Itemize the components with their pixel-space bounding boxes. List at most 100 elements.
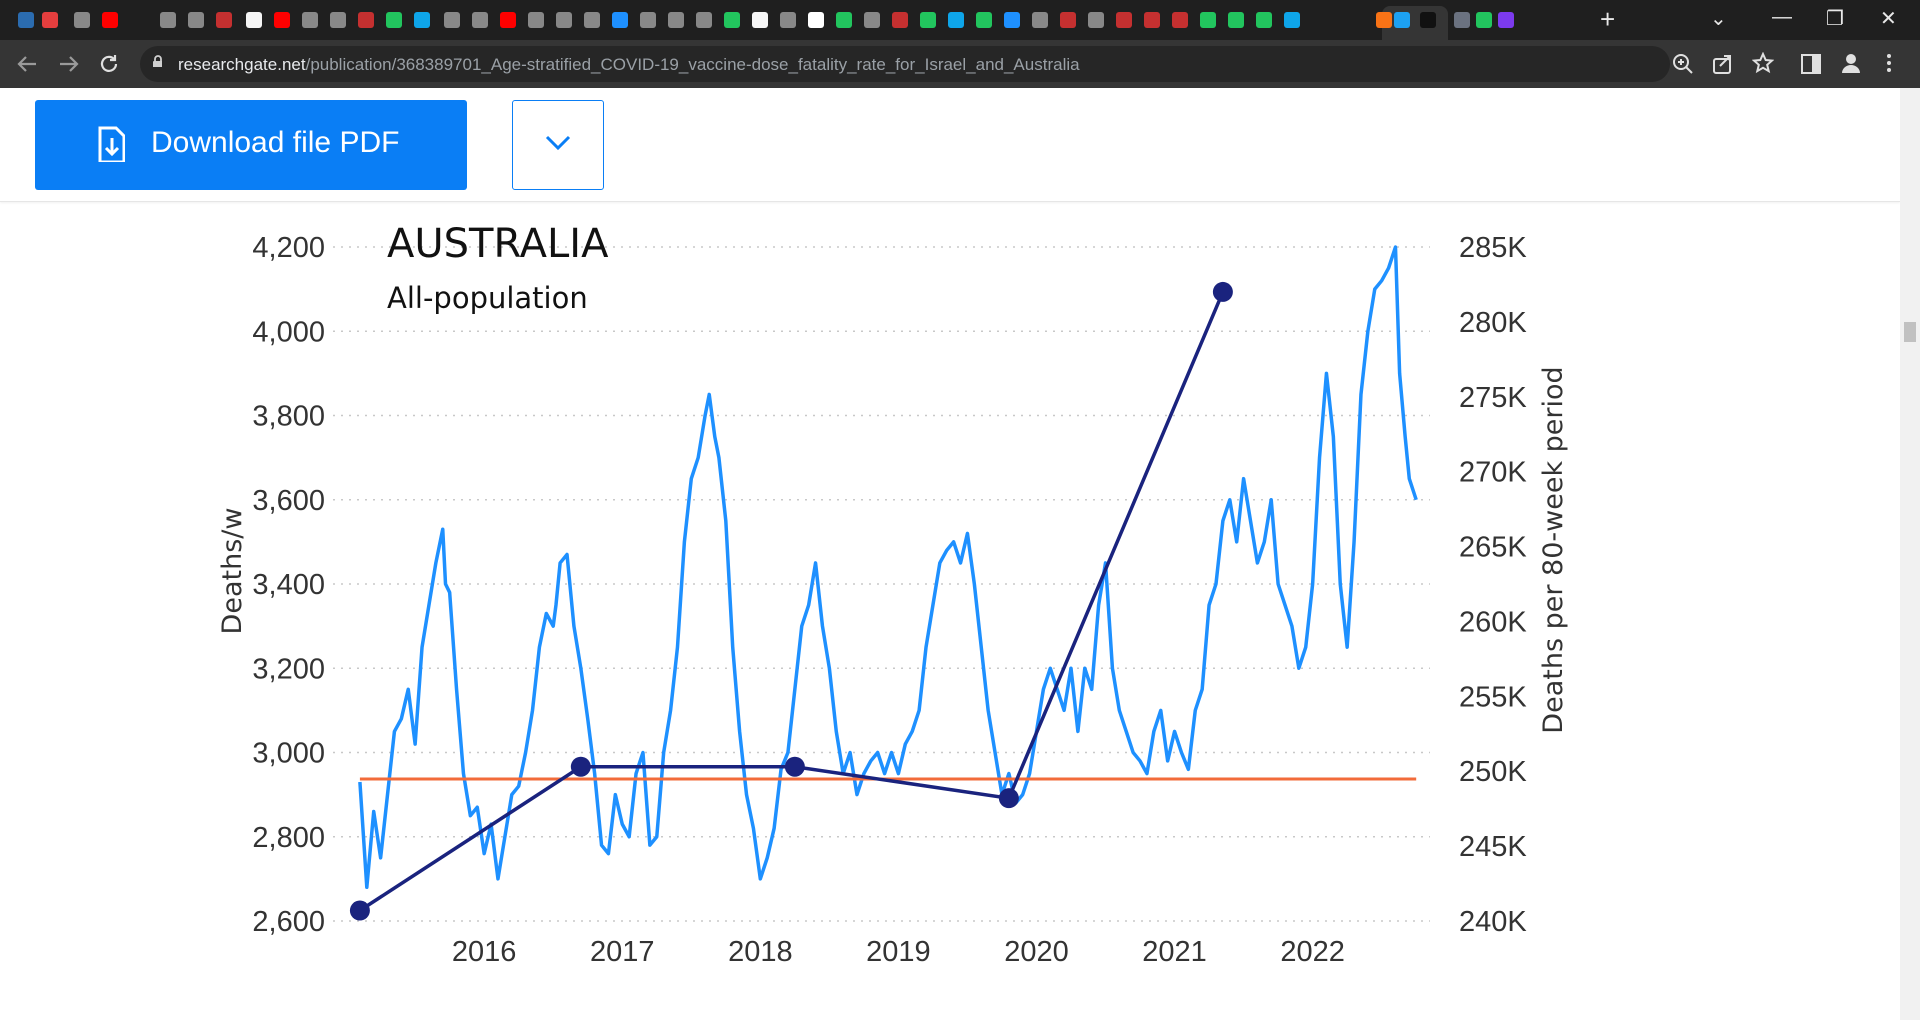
tab-favicon-icon bbox=[1172, 12, 1188, 28]
browser-tab[interactable] bbox=[1142, 10, 1162, 30]
reload-icon[interactable] bbox=[98, 53, 120, 75]
browser-tab[interactable] bbox=[1496, 10, 1516, 30]
restore-icon[interactable]: ❐ bbox=[1826, 8, 1844, 30]
browser-tab[interactable] bbox=[526, 10, 546, 30]
tab-favicon-icon bbox=[444, 12, 460, 28]
browser-tab[interactable] bbox=[1374, 10, 1394, 30]
browser-tab[interactable] bbox=[384, 10, 404, 30]
browser-tab[interactable] bbox=[890, 10, 910, 30]
star-icon[interactable] bbox=[1752, 52, 1774, 74]
chart-subtitle: All-population bbox=[387, 281, 588, 315]
scrollbar-thumb[interactable] bbox=[1904, 322, 1916, 342]
browser-tab[interactable] bbox=[300, 10, 320, 30]
browser-tab[interactable] bbox=[1418, 10, 1438, 30]
browser-tab[interactable] bbox=[186, 10, 206, 30]
tab-favicon-icon bbox=[948, 12, 964, 28]
browser-tab[interactable] bbox=[946, 10, 966, 30]
browser-tab[interactable] bbox=[272, 10, 292, 30]
browser-tab[interactable] bbox=[1254, 10, 1274, 30]
browser-tab[interactable] bbox=[554, 10, 574, 30]
browser-tab[interactable] bbox=[722, 10, 742, 30]
download-pdf-button[interactable]: Download file PDF bbox=[35, 100, 467, 190]
tab-favicon-icon bbox=[1376, 12, 1392, 28]
browser-tab[interactable] bbox=[1030, 10, 1050, 30]
browser-tab[interactable] bbox=[328, 10, 348, 30]
browser-tab[interactable] bbox=[1226, 10, 1246, 30]
tab-favicon-icon bbox=[216, 12, 232, 28]
browser-tab[interactable] bbox=[750, 10, 770, 30]
browser-tab[interactable] bbox=[100, 10, 120, 30]
tab-favicon-icon bbox=[386, 12, 402, 28]
zoom-icon[interactable] bbox=[1672, 53, 1694, 75]
browser-tab[interactable] bbox=[666, 10, 686, 30]
browser-tab[interactable] bbox=[974, 10, 994, 30]
tab-favicon-icon bbox=[584, 12, 600, 28]
browser-tab[interactable] bbox=[582, 10, 602, 30]
tab-favicon-icon bbox=[1004, 12, 1020, 28]
browser-tab[interactable] bbox=[470, 10, 490, 30]
browser-tab[interactable] bbox=[1392, 10, 1412, 30]
browser-tab[interactable] bbox=[1086, 10, 1106, 30]
lock-icon[interactable] bbox=[152, 55, 162, 67]
browser-tab[interactable] bbox=[1058, 10, 1078, 30]
tab-favicon-icon bbox=[500, 12, 516, 28]
new-tab-button[interactable]: + bbox=[1600, 4, 1616, 34]
browser-tab[interactable] bbox=[498, 10, 518, 30]
browser-tab[interactable] bbox=[412, 10, 432, 30]
menu-icon[interactable] bbox=[1884, 52, 1894, 74]
tab-search-icon[interactable]: ⌄ bbox=[1710, 8, 1727, 30]
sidebar-icon[interactable] bbox=[1800, 53, 1822, 75]
minimize-icon[interactable]: — bbox=[1772, 6, 1792, 28]
url-text[interactable]: researchgate.net/publication/368389701_A… bbox=[178, 55, 1080, 75]
browser-tab[interactable] bbox=[158, 10, 178, 30]
more-options-button[interactable] bbox=[512, 100, 604, 190]
window-close-icon[interactable]: ✕ bbox=[1880, 8, 1897, 30]
browser-tab[interactable] bbox=[1282, 10, 1302, 30]
browser-tab[interactable] bbox=[1474, 10, 1494, 30]
tab-favicon-icon bbox=[102, 12, 118, 28]
browser-tab[interactable] bbox=[1198, 10, 1218, 30]
browser-tab[interactable] bbox=[1002, 10, 1022, 30]
browser-tab[interactable] bbox=[806, 10, 826, 30]
browser-tab[interactable] bbox=[862, 10, 882, 30]
browser-tab[interactable] bbox=[40, 10, 60, 30]
browser-tab[interactable] bbox=[214, 10, 234, 30]
active-tab[interactable]: ✕ bbox=[1382, 6, 1448, 40]
browser-tab[interactable] bbox=[1452, 10, 1472, 30]
browser-tab[interactable] bbox=[16, 10, 36, 30]
tab-favicon-icon bbox=[414, 12, 430, 28]
browser-tab[interactable] bbox=[918, 10, 938, 30]
browser-tab[interactable] bbox=[694, 10, 714, 30]
download-button-label: Download file PDF bbox=[151, 126, 400, 159]
back-icon[interactable] bbox=[16, 54, 38, 74]
period-deaths-point bbox=[1212, 281, 1233, 302]
browser-tab[interactable] bbox=[72, 10, 92, 30]
profile-icon[interactable] bbox=[1840, 52, 1862, 74]
tab-favicon-icon bbox=[780, 12, 796, 28]
browser-tab[interactable] bbox=[834, 10, 854, 30]
tab-favicon-icon bbox=[472, 12, 488, 28]
tab-favicon-icon bbox=[976, 12, 992, 28]
chart-series bbox=[349, 245, 1418, 921]
y-left-tick-label: 2,600 bbox=[252, 906, 325, 938]
browser-tab[interactable] bbox=[1114, 10, 1134, 30]
y-left-tick-label: 3,800 bbox=[252, 401, 325, 433]
browser-tab[interactable] bbox=[638, 10, 658, 30]
browser-tab[interactable] bbox=[356, 10, 376, 30]
tab-favicon-icon bbox=[1498, 12, 1514, 28]
y-left-tick-label: 3,000 bbox=[252, 738, 325, 770]
share-icon[interactable] bbox=[1712, 53, 1734, 75]
browser-tab[interactable] bbox=[244, 10, 264, 30]
page-scrollbar[interactable] bbox=[1900, 88, 1920, 1020]
browser-tab[interactable] bbox=[1170, 10, 1190, 30]
period-deaths-point bbox=[784, 756, 805, 777]
browser-tab[interactable] bbox=[610, 10, 630, 30]
forward-icon[interactable] bbox=[58, 54, 80, 74]
browser-tab[interactable] bbox=[778, 10, 798, 30]
tab-favicon-icon bbox=[1088, 12, 1104, 28]
tab-favicon-icon bbox=[188, 12, 204, 28]
y-left-tick-label: 4,000 bbox=[252, 316, 325, 348]
browser-tab[interactable] bbox=[442, 10, 462, 30]
x-tick-label: 2016 bbox=[452, 936, 517, 968]
address-bar[interactable]: researchgate.net/publication/368389701_A… bbox=[140, 46, 1670, 82]
